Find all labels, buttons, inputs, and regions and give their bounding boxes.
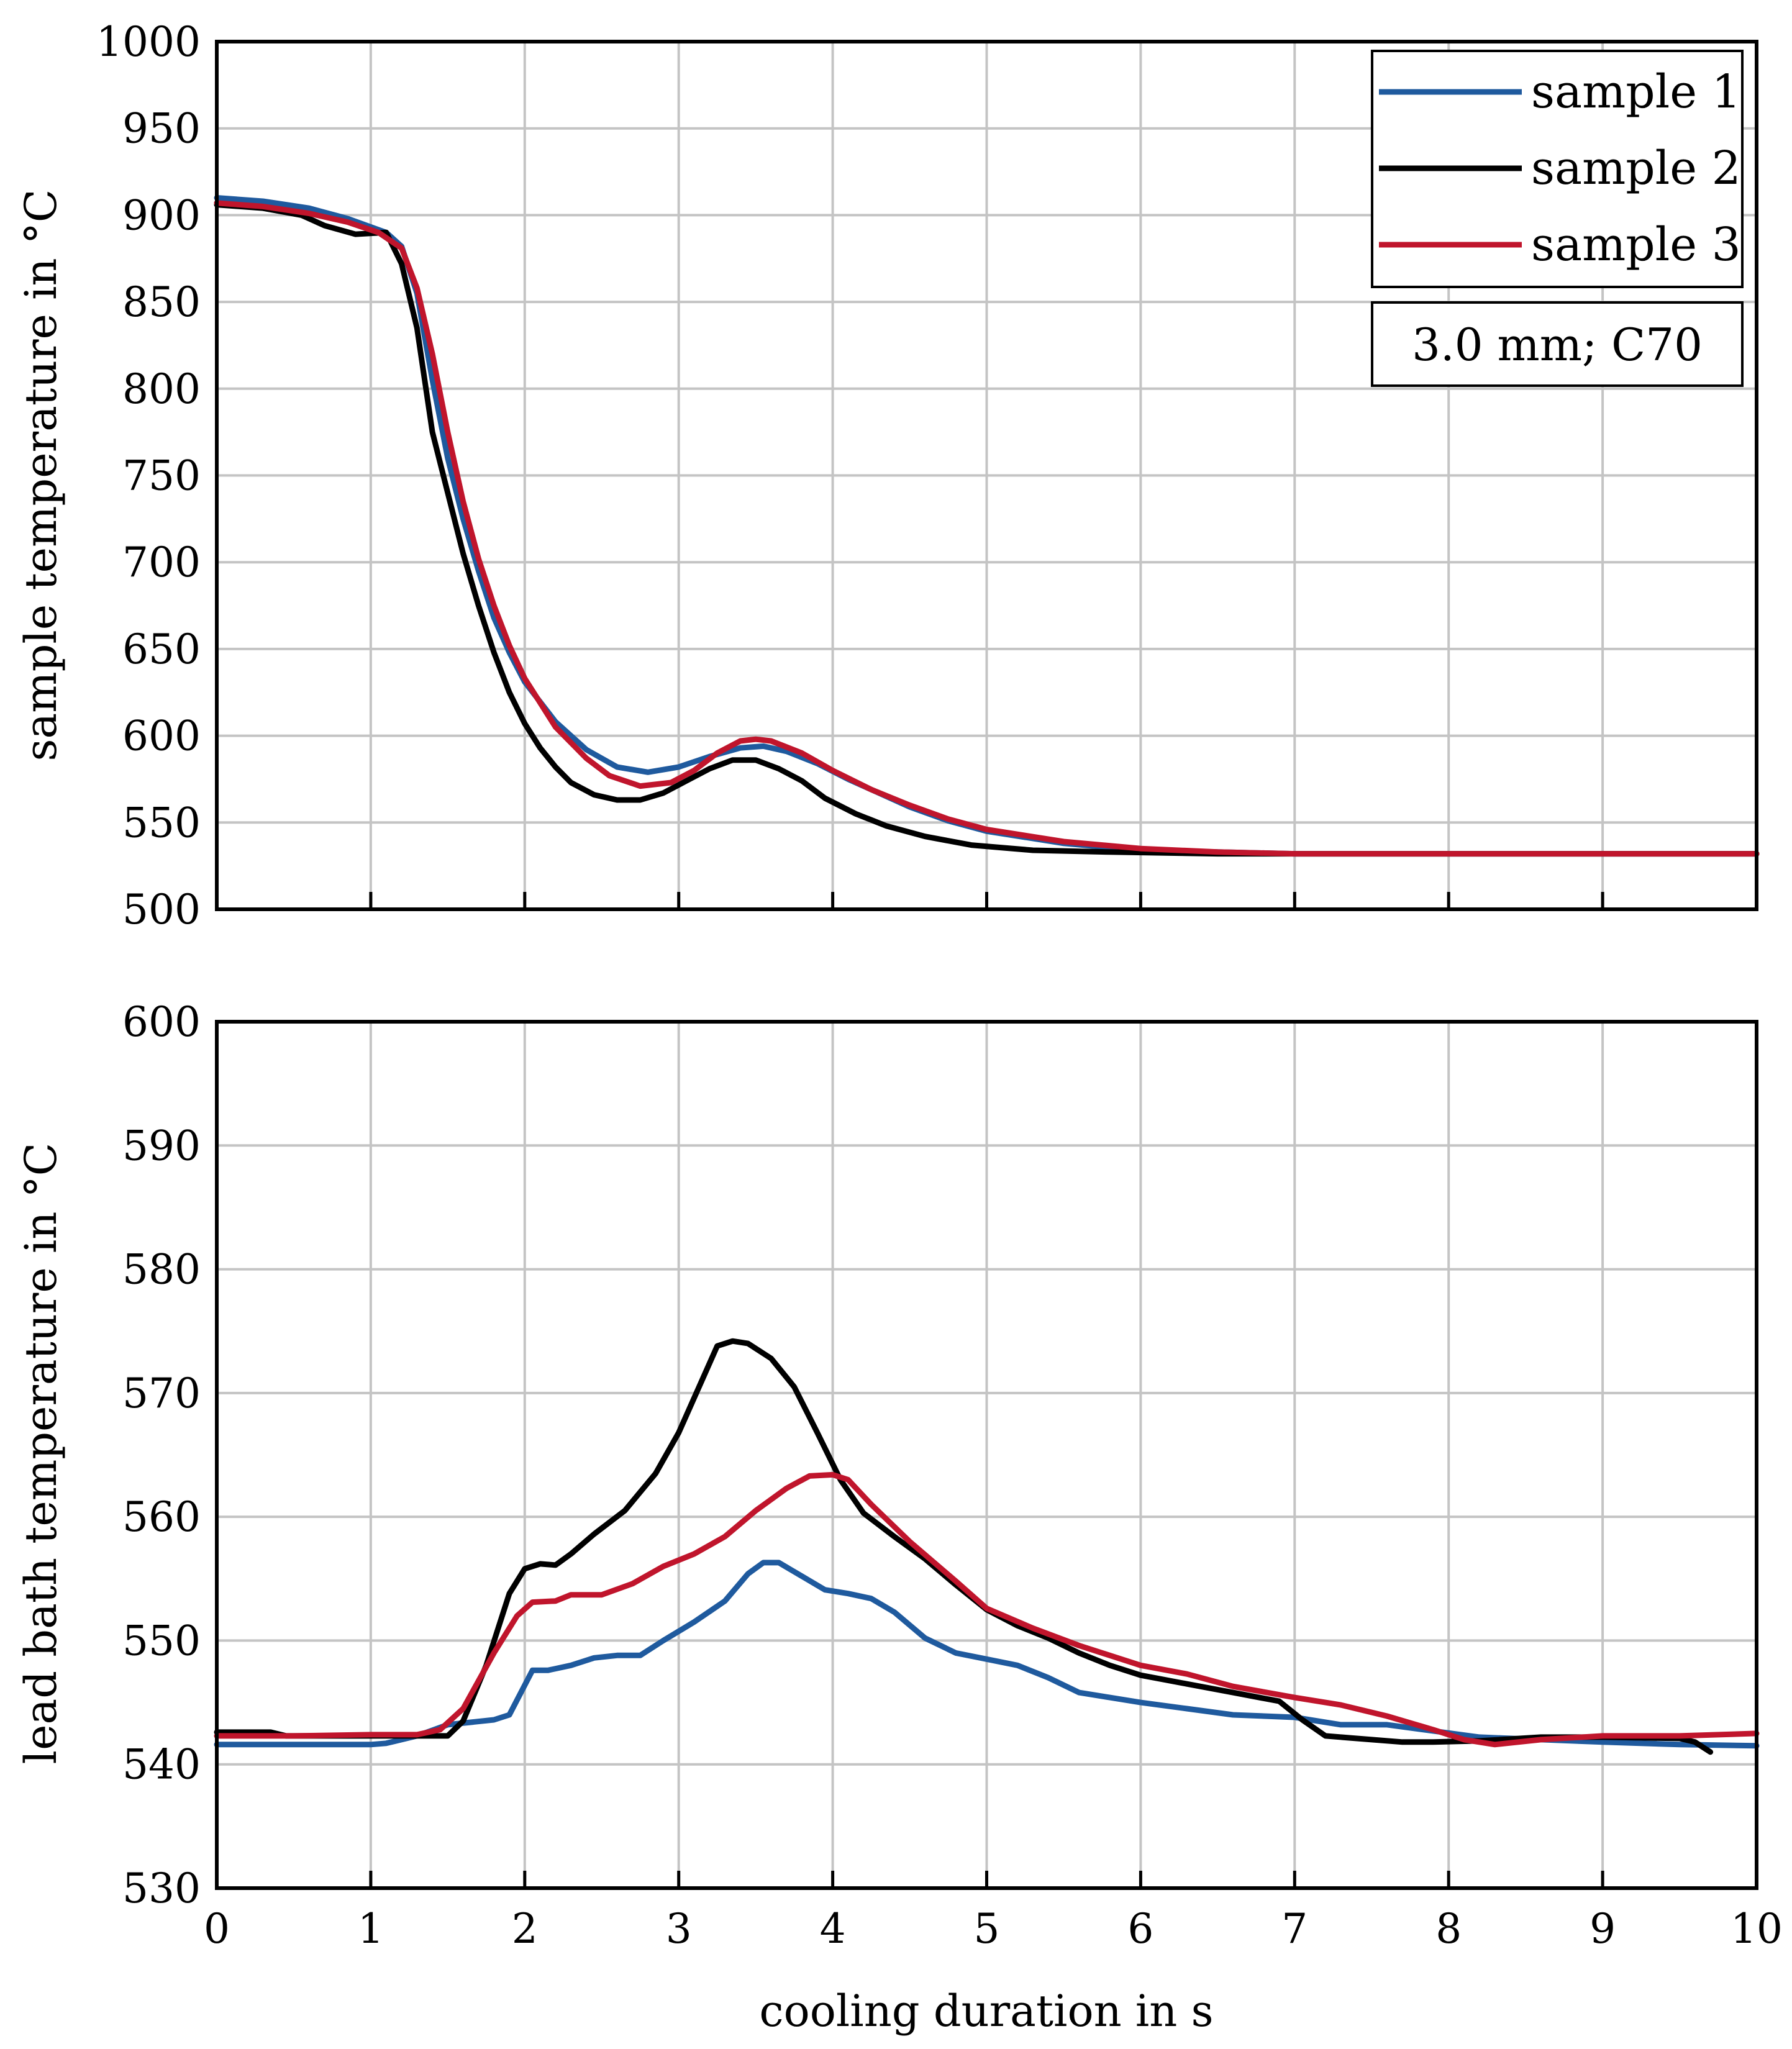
x-tick-label-8: 8 <box>1435 1905 1462 1953</box>
top-ytick-label-1000: 1000 <box>96 18 201 66</box>
top-ytick-label-950: 950 <box>122 105 201 153</box>
bottom-series-line-sample-3 <box>214 1471 1760 1748</box>
legend-label-sample-1: sample 1 <box>1531 65 1741 119</box>
x-tick-label-2: 2 <box>512 1905 538 1953</box>
bottom-ytick-label-570: 570 <box>122 1370 201 1417</box>
x-tick-label-7: 7 <box>1281 1905 1308 1953</box>
top-gridlines <box>217 42 1757 909</box>
top-series-line-sample-2 <box>214 202 1760 857</box>
bottom-ytick-label-600: 600 <box>122 998 201 1046</box>
top-series-lines <box>214 195 1760 857</box>
annotation-text: 3.0 mm; C70 <box>1412 319 1703 371</box>
x-tick-label-4: 4 <box>820 1905 846 1953</box>
bottom-y-axis-title: lead bath temperature in °C <box>16 1143 66 1765</box>
top-ytick-label-650: 650 <box>122 625 201 673</box>
annotation: 3.0 mm; C70 <box>1371 301 1744 387</box>
top-ytick-label-800: 800 <box>122 365 201 413</box>
bottom-gridlines <box>217 1022 1757 1888</box>
bottom-series-lines <box>214 1338 1760 1755</box>
bottom-series-line-sample-1 <box>214 1560 1760 1749</box>
top-ytick-label-850: 850 <box>122 278 201 326</box>
top-ytick-label-550: 550 <box>122 799 201 847</box>
legend-label-sample-2: sample 2 <box>1531 142 1741 195</box>
top-ytick-label-750: 750 <box>122 452 201 500</box>
x-tick-label-9: 9 <box>1590 1905 1616 1953</box>
x-tick-label-5: 5 <box>974 1905 1000 1953</box>
x-tick-label-0: 0 <box>204 1905 230 1953</box>
top-ytick-label-500: 500 <box>122 886 201 934</box>
bottom-ytick-label-540: 540 <box>122 1741 201 1789</box>
x-tick-label-3: 3 <box>666 1905 692 1953</box>
top-y-axis-title: sample temperature in °C <box>16 189 66 761</box>
x-tick-label-6: 6 <box>1127 1905 1153 1953</box>
top-ytick-label-900: 900 <box>122 191 201 239</box>
bottom-ticks <box>369 1871 1604 1888</box>
bottom-y-tick-labels: 530 540 550 560 570 580 590 600 <box>122 998 201 1912</box>
bottom-series-line-sample-2 <box>214 1338 1714 1755</box>
bottom-ytick-label-560: 560 <box>122 1493 201 1541</box>
annotation-box <box>1371 301 1744 387</box>
x-tick-label-10: 10 <box>1731 1905 1783 1953</box>
bottom-ytick-label-580: 580 <box>122 1246 201 1294</box>
x-axis-title: cooling duration in s <box>759 1986 1213 2037</box>
legend-label-sample-3: sample 3 <box>1531 218 1741 271</box>
top-ticks <box>369 892 1604 909</box>
top-y-tick-labels: 500 550 600 650 700 750 800 850 900 950 1000 <box>96 18 201 934</box>
bottom-x-tick-labels: 0 1 2 3 4 5 6 7 8 9 10 <box>204 1905 1783 1953</box>
top-ytick-label-600: 600 <box>122 712 201 760</box>
top-series-line-sample-3 <box>214 200 1760 857</box>
bottom-ytick-label-550: 550 <box>122 1617 201 1665</box>
bottom-panel: 530 540 550 560 570 580 590 600 0 1 2 3 4 5 6 7 8 9 10 le… <box>16 998 1783 2037</box>
top-panel: 500 550 600 650 700 750 800 850 900 950 1000 sampl… <box>16 18 1760 934</box>
top-ytick-label-700: 700 <box>122 538 201 586</box>
legend: sample 1 sample 2 sample 3 <box>1371 50 1744 288</box>
bottom-ytick-label-530: 530 <box>122 1865 201 1912</box>
bottom-ytick-label-590: 590 <box>122 1122 201 1170</box>
x-tick-label-1: 1 <box>358 1905 384 1953</box>
